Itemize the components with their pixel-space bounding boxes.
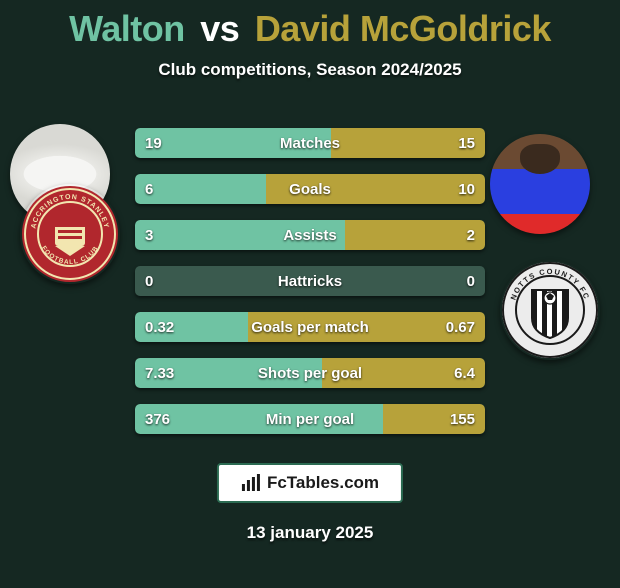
player1-club-badge: ACCRINGTON STANLEY FOOTBALL CLUB bbox=[20, 184, 120, 284]
player2-photo bbox=[490, 134, 590, 234]
comparison-subtitle: Club competitions, Season 2024/2025 bbox=[0, 60, 620, 80]
comparison-title: Walton vs David McGoldrick bbox=[0, 8, 620, 50]
accrington-badge-icon: ACCRINGTON STANLEY FOOTBALL CLUB bbox=[20, 184, 120, 284]
brand-text: FcTables.com bbox=[267, 473, 379, 493]
title-player1: Walton bbox=[69, 8, 185, 49]
stat-row: 7.336.4Shots per goal bbox=[135, 358, 485, 388]
stat-label: Goals bbox=[135, 174, 485, 204]
title-player2: David McGoldrick bbox=[255, 8, 551, 49]
stat-row: 610Goals bbox=[135, 174, 485, 204]
stat-row: 32Assists bbox=[135, 220, 485, 250]
stat-label: Min per goal bbox=[135, 404, 485, 434]
stat-row: 376155Min per goal bbox=[135, 404, 485, 434]
player2-club-badge: NOTTS COUNTY FC bbox=[500, 260, 600, 360]
notts-county-badge-icon: NOTTS COUNTY FC bbox=[500, 260, 600, 360]
stat-label: Shots per goal bbox=[135, 358, 485, 388]
stat-label: Matches bbox=[135, 128, 485, 158]
stat-row: 00Hattricks bbox=[135, 266, 485, 296]
footer-date: 13 january 2025 bbox=[0, 523, 620, 543]
brand-chart-icon bbox=[241, 474, 261, 492]
stat-label: Hattricks bbox=[135, 266, 485, 296]
title-vs: vs bbox=[200, 8, 239, 49]
stat-row: 0.320.67Goals per match bbox=[135, 312, 485, 342]
stats-comparison: 1915Matches 610Goals 32Assists 00Hattricks 0… bbox=[135, 128, 485, 450]
stat-row: 1915Matches bbox=[135, 128, 485, 158]
brand-badge: FcTables.com bbox=[217, 463, 403, 503]
stat-label: Assists bbox=[135, 220, 485, 250]
stat-label: Goals per match bbox=[135, 312, 485, 342]
